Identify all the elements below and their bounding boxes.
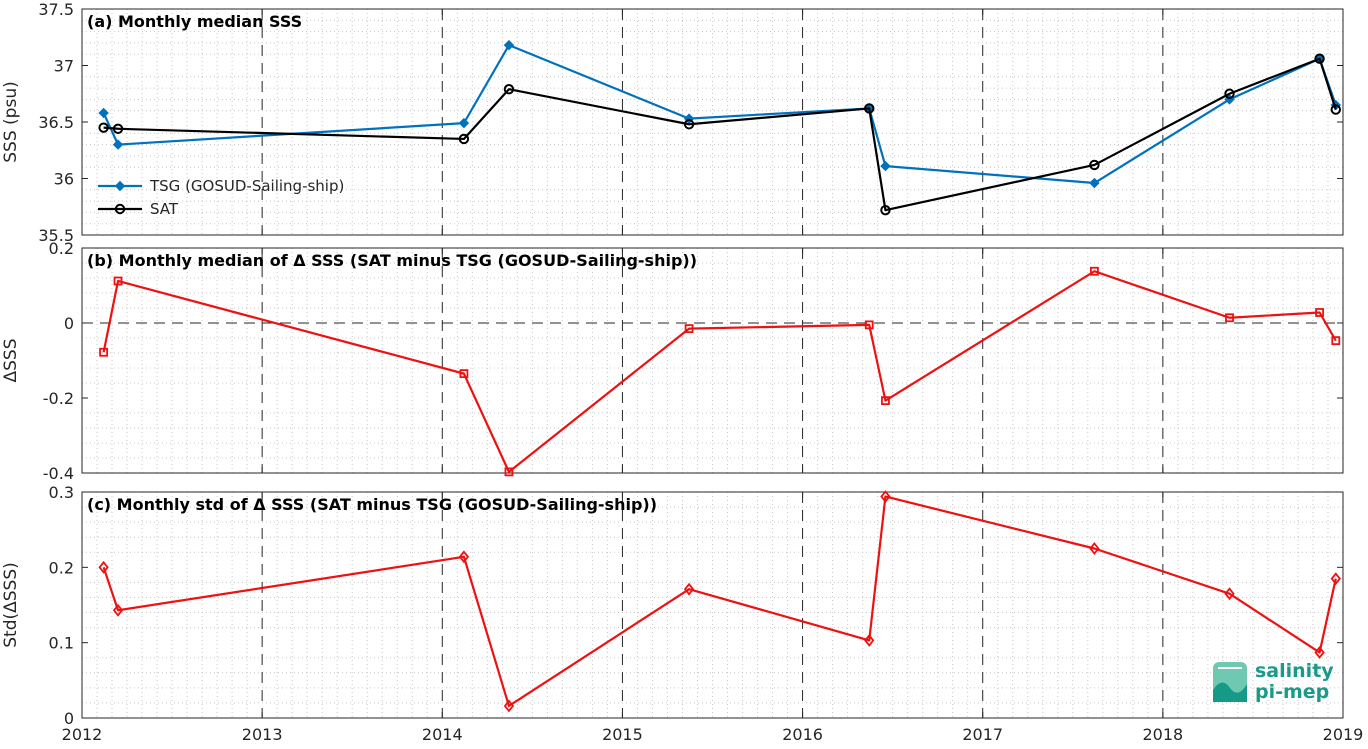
x-tick-label: 2014 (422, 725, 463, 744)
data-point (113, 276, 123, 286)
panel-title: (a) Monthly median SSS (87, 12, 302, 31)
legend-marker (114, 180, 126, 192)
series-line (103, 57, 1337, 212)
series-line (102, 44, 1337, 185)
data-point (1331, 336, 1341, 346)
panel-c: 0 0.1 0.2 0.3 Std(ΔSSS) (c) Monthly std of Δ … (1, 483, 1344, 728)
data-point (1224, 88, 1235, 99)
y-tick-label: 0 (64, 709, 74, 728)
legend-label: SAT (150, 200, 179, 218)
data-point (880, 160, 891, 172)
series-line (102, 495, 1337, 708)
y-tick-label: 35.5 (38, 226, 74, 245)
y-axis-label: ΔSSS (1, 338, 21, 382)
data-point (503, 39, 515, 51)
y-tick-label: -0.2 (43, 389, 74, 408)
legend: TSG (GOSUD-Sailing-ship) SAT (98, 177, 344, 218)
data-point (458, 117, 470, 129)
y-tick-label: 36 (54, 170, 74, 189)
data-point (458, 133, 470, 145)
data-point (684, 324, 694, 334)
panel-a: 35.5 36 36.5 37 37.5 SSS (psu) (a) Monthly med… (1, 0, 1344, 245)
data-point (1089, 177, 1100, 189)
legend-label: TSG (GOSUD-Sailing-ship) (149, 177, 344, 195)
data-point (1314, 53, 1325, 64)
y-axis-label: Std(ΔSSS) (1, 562, 21, 648)
data-point (98, 107, 109, 119)
y-tick-label: 0 (64, 314, 74, 333)
data-point (112, 123, 124, 134)
logo-text-salinity: salinity (1255, 660, 1334, 682)
data-point (880, 490, 891, 503)
data-point (1089, 159, 1100, 171)
panel-title: (b) Monthly median of Δ SSS (SAT minus T… (87, 251, 697, 270)
data-point (881, 396, 890, 406)
data-point (1090, 266, 1099, 276)
x-tick-label: 2015 (602, 725, 643, 744)
data-point (1330, 572, 1341, 586)
axes-box (81, 491, 1344, 719)
data-point (880, 204, 891, 216)
y-tick-label: 0.2 (49, 239, 74, 258)
y-tick-label: -0.4 (43, 464, 74, 483)
legend-marker (114, 203, 126, 215)
x-tick-label: 2013 (242, 725, 283, 744)
data-point (1225, 313, 1234, 323)
logo-wave (1213, 682, 1247, 702)
data-point (1330, 104, 1341, 115)
panel-title: (c) Monthly std of Δ SSS (SAT minus TSG … (87, 495, 657, 514)
series-line (102, 270, 1337, 473)
data-point (683, 119, 695, 130)
data-point (503, 84, 515, 95)
data-point (458, 550, 470, 564)
logo-text-pimep: pi-mep (1255, 681, 1329, 703)
data-point (504, 467, 514, 477)
y-tick-label: 37.5 (38, 0, 74, 19)
x-tick-label: 2017 (962, 725, 1003, 744)
data-point (1089, 542, 1100, 555)
y-axis-label: SSS (psu) (1, 81, 21, 162)
axes-box (81, 247, 1344, 474)
data-point (864, 103, 875, 114)
data-point (112, 139, 124, 150)
x-tick-label: 2018 (1142, 725, 1183, 744)
y-tick-label: 36.5 (38, 113, 74, 132)
y-tick-label: 0.1 (49, 634, 74, 653)
data-point (1314, 646, 1325, 659)
x-tick-label: 2019 (1323, 725, 1364, 744)
data-point (864, 633, 875, 647)
data-point (459, 369, 469, 379)
y-tick-label: 37 (54, 57, 74, 76)
panel-b: -0.4 -0.2 0 0.2 ΔSSS (b) Monthly median of Δ … (1, 239, 1344, 483)
data-point (99, 347, 109, 357)
x-tick-label: 2016 (782, 725, 823, 744)
data-point (1315, 308, 1324, 317)
data-point (683, 582, 695, 596)
data-point (98, 122, 109, 133)
x-tick-label: 2012 (62, 725, 103, 744)
y-tick-label: 0.2 (49, 558, 74, 577)
data-point (98, 560, 109, 574)
data-point (112, 603, 124, 617)
data-point (864, 320, 874, 330)
y-tick-label: 0.3 (49, 483, 74, 502)
data-point (503, 699, 515, 713)
data-point (1224, 587, 1235, 601)
